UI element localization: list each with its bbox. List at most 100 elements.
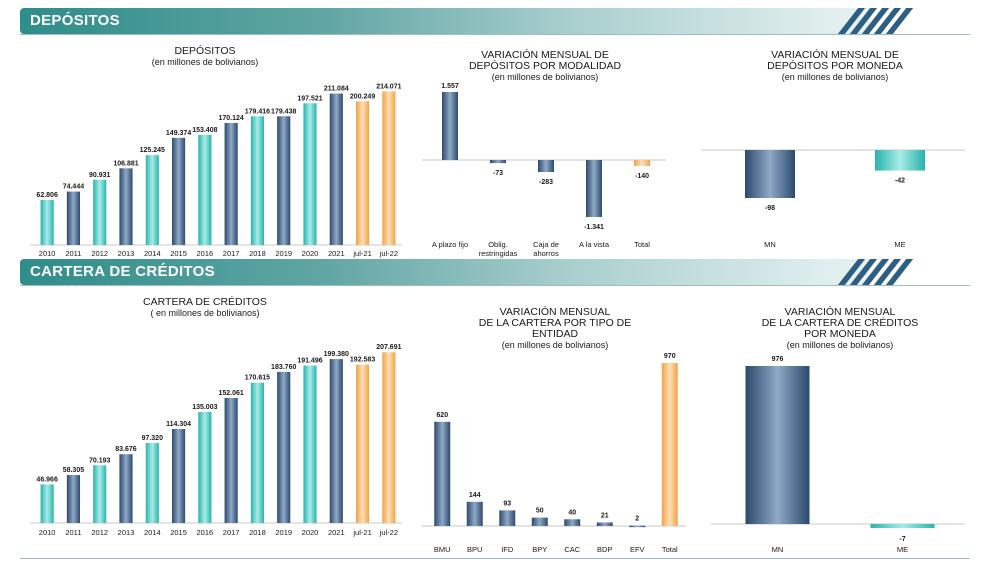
tick-label: Caja de [533,240,559,249]
tick-label: CAC [564,545,580,554]
chart-title: DE LA CARTERA DE CRÉDITOS [762,316,919,329]
bar [634,160,650,166]
data-label: -7 [899,536,905,543]
tick-label: 2014 [144,528,161,537]
bar [356,364,370,523]
bar [564,519,581,526]
data-label: 50 [536,508,544,515]
bar [277,371,291,523]
banner-stripes-decoration [837,259,914,285]
tick-label: 2011 [65,249,81,258]
data-label: 199.380 [324,351,349,358]
data-label: 93 [503,500,511,507]
data-label: 144 [469,492,481,499]
data-label: 153.408 [192,127,217,134]
bar [277,116,291,245]
tick-label: 2016 [197,528,214,537]
chart-title: ENTIDAD [532,328,579,340]
data-label: 114.304 [166,421,191,428]
bar [250,382,264,523]
bar [745,150,795,198]
data-label: 152.061 [218,390,243,397]
tick-label: ME [894,240,905,249]
bar [224,122,238,245]
data-label: 125.245 [140,147,165,154]
data-label: 58.305 [63,467,85,474]
bar [172,137,186,245]
section-divider [20,285,970,286]
chart-subtitle: (en millones de bolivianos) [782,72,889,82]
bar [329,93,343,245]
data-label: 170.124 [218,115,243,122]
chart-cartera-anual: CARTERA DE CRÉDITOS( en millones de boli… [30,295,402,537]
data-label: 149.374 [166,130,191,137]
data-label: 40 [568,509,576,516]
data-label: 21 [601,512,609,519]
data-label: 62.806 [36,192,58,199]
bottom-divider [20,558,970,559]
data-label: 211.084 [324,86,349,93]
tick-label: 2016 [197,249,214,258]
chart-subtitle: ( en millones de bolivianos) [150,308,259,318]
data-label: 179.416 [245,108,270,115]
chart-title: VARIACIÓN MENSUAL DE [771,48,899,61]
section-title-depositos: DEPÓSITOS [30,12,120,29]
tick-label: A plazo fijo [432,240,468,249]
data-label: 970 [664,353,676,360]
data-label: 183.760 [271,364,296,371]
bar [466,501,483,526]
data-label: 192.583 [350,357,375,364]
tick-label: Oblig. [488,240,508,249]
bar [434,421,451,526]
chart-title: DEPÓSITOS POR MONEDA [767,59,903,72]
data-label: -98 [765,205,775,212]
tick-label: jul-22 [379,528,398,537]
section-divider [20,34,970,35]
tick-label: restringidas [479,249,518,258]
data-label: 97.320 [142,435,164,442]
tick-label: 2010 [39,249,56,258]
chart-subtitle: (en millones de bolivianos) [787,340,894,350]
chart-title: CARTERA DE CRÉDITOS [143,295,267,308]
data-label: 214.071 [376,83,401,90]
section-banner-cartera: CARTERA DE CRÉDITOS [20,259,870,285]
tick-label: 2019 [275,528,292,537]
bar [586,160,602,217]
data-label: 90.931 [89,172,111,179]
bar [66,191,80,245]
tick-label: 2014 [144,249,161,258]
tick-label: IFD [501,545,514,554]
tick-label: EFV [630,545,645,554]
tick-label: 2013 [118,249,135,258]
chart-title: DEPÓSITOS [174,44,235,57]
bar [531,517,548,526]
data-label: 46.966 [36,476,58,483]
tick-label: 2012 [91,249,108,258]
bar [629,525,646,528]
data-label: 200.249 [350,93,375,100]
data-label: -283 [539,179,553,186]
banner-stripes-decoration [837,8,914,34]
bar [198,411,212,523]
data-label: 170.615 [245,375,270,382]
data-label: 976 [772,356,784,363]
section-title-cartera: CARTERA DE CRÉDITOS [30,263,215,280]
bar [745,366,810,524]
bar [870,524,935,528]
bar [490,160,506,164]
bar [40,484,54,523]
tick-label: ahorros [533,249,559,258]
tick-label: 2013 [118,528,135,537]
data-label: 106.881 [113,160,138,167]
tick-label: 2020 [302,249,319,258]
bar [499,510,516,526]
bar [66,475,80,523]
bar [382,352,396,523]
tick-label: Total [634,240,650,249]
tick-label: 2020 [302,528,319,537]
data-label: 179.438 [271,108,296,115]
data-label: 2 [635,516,639,523]
section-banner-depositos: DEPÓSITOS [20,8,870,34]
bar [442,92,458,160]
